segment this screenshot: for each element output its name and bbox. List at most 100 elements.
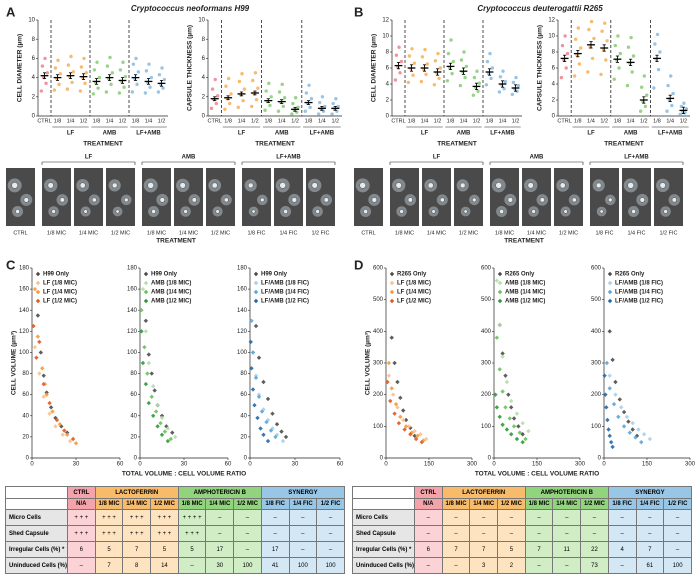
micrograph-label: 1/2 MIC <box>111 230 130 236</box>
x-tick-label: 1/8 <box>305 118 313 124</box>
x-tick-label: 1/2 <box>640 118 648 124</box>
data-point <box>607 386 612 391</box>
group-label: AMB <box>275 131 289 137</box>
data-point <box>264 419 269 425</box>
legend-marker <box>35 298 41 304</box>
data-point <box>110 71 115 75</box>
y-tick-label: 300 <box>591 361 602 367</box>
x-tick-label: CTRL <box>208 118 222 124</box>
y-tick-label: 400 <box>481 329 492 335</box>
y-tick-label: 2 <box>386 98 390 104</box>
cell-body <box>47 182 54 189</box>
subheader: 1/2 MIC <box>580 498 609 510</box>
data-point <box>140 286 146 292</box>
row-label: Uninduced Cells (%) <box>5 557 68 574</box>
y-tick-label: 100 <box>373 424 384 430</box>
cell-body <box>211 182 218 189</box>
y-tick-label: 120 <box>19 329 30 335</box>
cell-body <box>191 197 197 203</box>
legend-label: LF/AMB (1/4 FIC) <box>261 290 309 296</box>
x-tick-label: 0 <box>602 462 606 468</box>
data-point <box>82 56 86 61</box>
micrograph-label: 1/2 FIC <box>659 230 677 236</box>
y-tick-label: 20 <box>130 434 137 440</box>
cell-body <box>291 197 297 203</box>
x-tick-label: 60 <box>117 462 124 468</box>
data-point <box>240 72 244 76</box>
data-point <box>450 71 454 76</box>
y-tick-label: 100 <box>19 350 30 356</box>
table-cell: 22 <box>580 541 609 558</box>
data-point <box>394 53 399 57</box>
data-point <box>135 82 139 87</box>
data-point <box>109 82 113 87</box>
subheader: 1/2 FIC <box>316 498 345 510</box>
data-point <box>497 90 502 94</box>
data-point <box>35 334 41 339</box>
table-cell: 7 <box>524 541 554 558</box>
data-point <box>147 62 151 66</box>
data-point <box>241 98 245 103</box>
cell-body <box>159 197 165 203</box>
table-cell: + + + <box>177 525 207 542</box>
data-point <box>572 74 577 78</box>
data-point <box>636 427 641 432</box>
data-point <box>155 403 160 408</box>
x-tick-label: 0 <box>138 462 142 468</box>
data-point <box>108 55 112 60</box>
micrograph-label: 1/4 MIC <box>527 230 546 236</box>
cell-body <box>363 209 368 214</box>
table-cell: 100 <box>288 557 318 574</box>
data-point <box>309 97 314 101</box>
y-tick-label: 120 <box>237 329 248 335</box>
data-point <box>31 323 36 329</box>
panel-label: A <box>6 4 16 19</box>
y-tick-label: 120 <box>127 329 138 335</box>
data-point <box>684 107 689 111</box>
data-point <box>592 36 596 41</box>
panel-heading: Cryptococcus neoformans H99 <box>131 4 250 13</box>
x-tick-label: 1/4 <box>421 118 429 124</box>
y-tick-label: 100 <box>591 424 602 430</box>
y-tick-label: 60 <box>22 392 29 398</box>
data-point <box>602 373 607 378</box>
data-point <box>610 444 615 450</box>
table-cell: + + + <box>94 525 124 542</box>
data-point <box>38 350 43 355</box>
data-point <box>403 424 409 429</box>
data-point <box>494 405 500 410</box>
corner-cell <box>5 486 68 499</box>
data-point <box>433 59 438 63</box>
data-point <box>143 91 148 95</box>
y-tick-label: 40 <box>130 413 137 419</box>
panel-label: B <box>354 4 363 19</box>
micrograph-label: 1/8 FIC <box>247 230 265 236</box>
data-point <box>497 414 502 420</box>
data-point <box>449 38 453 42</box>
subheader: 1/2 MIC <box>233 498 262 510</box>
data-point <box>41 381 46 387</box>
row-label: Irregular Cells (%) * <box>352 541 415 558</box>
table-row: Uninduced Cells (%) –7 8 14–30 100 41 100 100 <box>5 557 345 574</box>
x-tick-label: 300 <box>575 462 586 468</box>
data-point <box>500 422 505 427</box>
table-cell: + + + <box>67 509 96 526</box>
subheader: N/A <box>67 498 96 510</box>
y-tick-label: 2 <box>32 94 36 100</box>
data-point <box>587 27 591 32</box>
data-point <box>418 432 423 437</box>
data-point <box>250 387 256 392</box>
x-tick-label: 1/4 <box>278 118 286 124</box>
data-point <box>630 427 635 432</box>
data-point <box>264 89 268 93</box>
data-point <box>134 56 138 61</box>
data-point <box>139 308 144 313</box>
table-cell: 5 <box>150 541 179 558</box>
cell-body <box>248 182 254 189</box>
legend-label: R265 Only <box>505 272 535 278</box>
cell-body <box>124 197 129 203</box>
table-cell: – <box>233 509 262 526</box>
data-point <box>58 72 63 76</box>
cell-body <box>359 182 366 189</box>
